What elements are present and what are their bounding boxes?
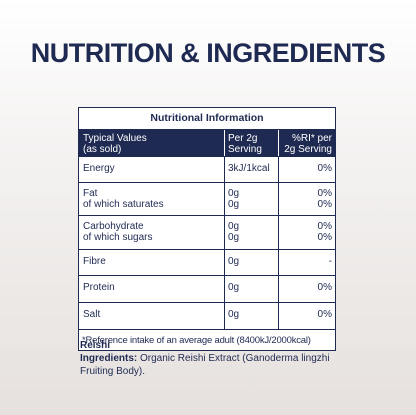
table-row-salt: Salt 0g 0% [79,303,335,330]
header-col1-line: Typical Values [83,133,147,144]
header-ri: %RI* per 2g Serving [279,130,335,156]
row-value-line: 0g [228,199,240,210]
row-ri-line: 0% [317,163,332,174]
reference-intake-footnote: *Reference intake of an average adult (8… [82,335,311,346]
row-value-line: 3kJ/1kcal [228,163,270,174]
header-per-serving: Per 2g Serving [225,130,279,156]
header-col2-line: Serving [228,144,262,155]
row-label-line: of which saturates [83,199,164,210]
ingredients-label: Ingredients: [80,353,138,364]
row-ri-line: 0% [317,309,332,320]
header-col1-line: (as sold) [83,144,122,155]
row-ri-line: 0% [317,199,332,210]
table-row-fat: Fat of which saturates 0g 0g 0% 0% [79,183,335,216]
row-label: Fibre [79,250,225,275]
row-ri-line: 0% [317,221,332,232]
row-ri-line: 0% [317,282,332,293]
header-col2-line: Per 2g [228,133,258,144]
row-value-line: 0g [228,232,240,243]
row-per-serving: 0g [225,303,279,329]
row-value-line: 0g [228,309,240,320]
row-label-line: Fat [83,188,98,199]
row-label: Energy [79,157,225,182]
row-value-line: 0g [228,282,240,293]
table-title: Nutritional Information [79,108,335,130]
row-ri: - [279,250,335,275]
row-ri-line: 0% [317,232,332,243]
row-ri-line: 0% [317,188,332,199]
row-label-line: of which sugars [83,232,153,243]
row-per-serving: 0g 0g [225,216,279,249]
row-label-line: Protein [83,282,115,293]
row-label: Carbohydrate of which sugars [79,216,225,249]
row-per-serving: 0g 0g [225,183,279,215]
page-title: NUTRITION & INGREDIENTS [30,38,386,68]
header-col3-line: %RI* per [291,133,332,144]
row-ri: 0% [279,276,335,302]
row-ri: 0% 0% [279,216,335,249]
table-row-protein: Protein 0g 0% [79,276,335,303]
header-typical-values: Typical Values (as sold) [79,130,225,156]
table-row-energy: Energy 3kJ/1kcal 0% [79,157,335,183]
row-per-serving: 3kJ/1kcal [225,157,279,182]
table-row-carbohydrate: Carbohydrate of which sugars 0g 0g 0% 0% [79,216,335,250]
row-label: Protein [79,276,225,302]
row-per-serving: 0g [225,250,279,275]
table-row-fibre: Fibre 0g - [79,250,335,276]
ingredients-list: Organic Reishi Extract (Ganoderma lingzh… [80,353,330,377]
row-value-line: 0g [228,188,240,199]
product-name: Reishi [80,340,111,351]
row-label-line: Fibre [83,256,106,267]
header-col3-line: 2g Serving [284,144,332,155]
row-ri-line: - [328,256,332,267]
row-label: Fat of which saturates [79,183,225,215]
row-value-line: 0g [228,221,240,232]
row-per-serving: 0g [225,276,279,302]
row-label-line: Energy [83,163,115,174]
row-ri: 0% 0% [279,183,335,215]
row-value-line: 0g [228,256,240,267]
table-header-row: Typical Values (as sold) Per 2g Serving … [79,130,335,157]
ingredients-text: Ingredients: Organic Reishi Extract (Gan… [80,352,350,378]
row-label: Salt [79,303,225,329]
row-label-line: Carbohydrate [83,221,144,232]
row-ri: 0% [279,303,335,329]
row-ri: 0% [279,157,335,182]
nutrition-table: Nutritional Information Typical Values (… [78,107,336,351]
row-label-line: Salt [83,309,101,320]
